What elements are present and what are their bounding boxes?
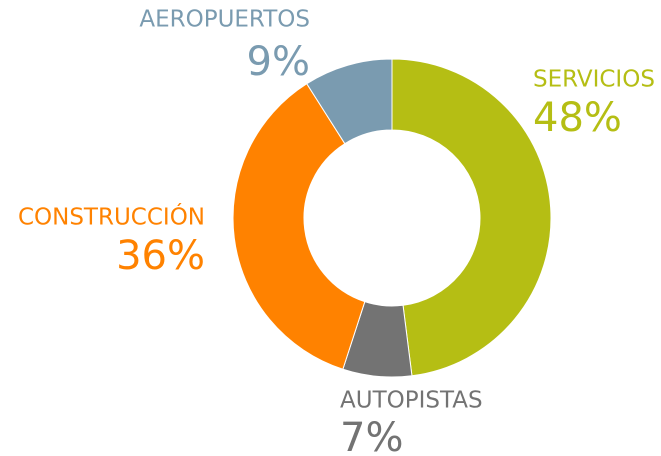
slice-label: SERVICIOS [533,67,655,93]
slice [306,58,393,145]
value-label: 36% [116,233,205,279]
value-label: 9% [247,39,310,85]
slice-label: AEROPUERTOS [139,7,310,33]
slice-label: CONSTRUCCIÓN [18,203,205,231]
slice-label: AUTOPISTAS [340,388,483,414]
value-label: 48% [533,95,622,141]
value-label: 7% [340,415,403,456]
slice [232,83,366,370]
slice [391,58,552,377]
